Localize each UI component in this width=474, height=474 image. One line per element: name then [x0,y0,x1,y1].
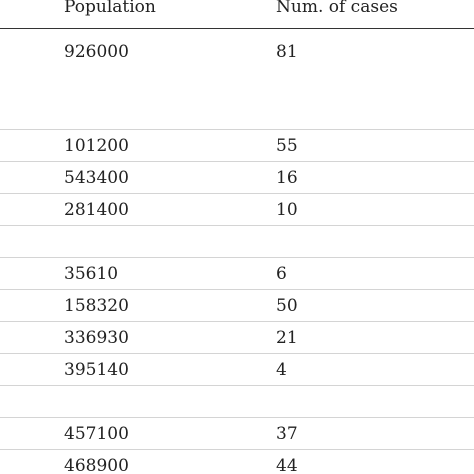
table-row-blank [0,225,474,258]
cases-cell: 4 [276,360,287,380]
cases-cell: 16 [276,168,298,188]
population-cell: 158320 [64,296,129,316]
cases-cell: 10 [276,200,298,220]
population-cell: 926000 [64,42,129,62]
cases-cell: 55 [276,136,298,156]
cases-cell: 81 [276,42,298,62]
table-row: 395140 4 [0,353,474,386]
cases-cell: 50 [276,296,298,316]
header-population: Population [64,0,156,17]
table-header: Population Num. of cases [0,0,474,29]
population-cell: 35610 [64,264,119,284]
cases-cell: 37 [276,424,298,444]
population-cell: 457100 [64,424,129,444]
header-num-cases: Num. of cases [276,0,398,17]
population-cell: 336930 [64,328,129,348]
population-cell: 543400 [64,168,129,188]
population-cell: 281400 [64,200,129,220]
table-row: 543400 16 [0,161,474,194]
cases-cell: 6 [276,264,287,284]
cases-cell: 21 [276,328,298,348]
table-row: 468900 44 [0,449,474,474]
population-cell: 468900 [64,456,129,474]
table-row: 457100 37 [0,417,474,450]
table-row-blank [0,385,474,418]
table-row: 35610 6 [0,257,474,290]
cases-cell: 44 [276,456,298,474]
population-cell: 395140 [64,360,129,380]
population-cell: 101200 [64,136,129,156]
table-row: 158320 50 [0,289,474,322]
table-row: 101200 55 [0,129,474,162]
table-row: 281400 10 [0,193,474,226]
table-row: 926000 81 [0,36,474,129]
table-row: 336930 21 [0,321,474,354]
